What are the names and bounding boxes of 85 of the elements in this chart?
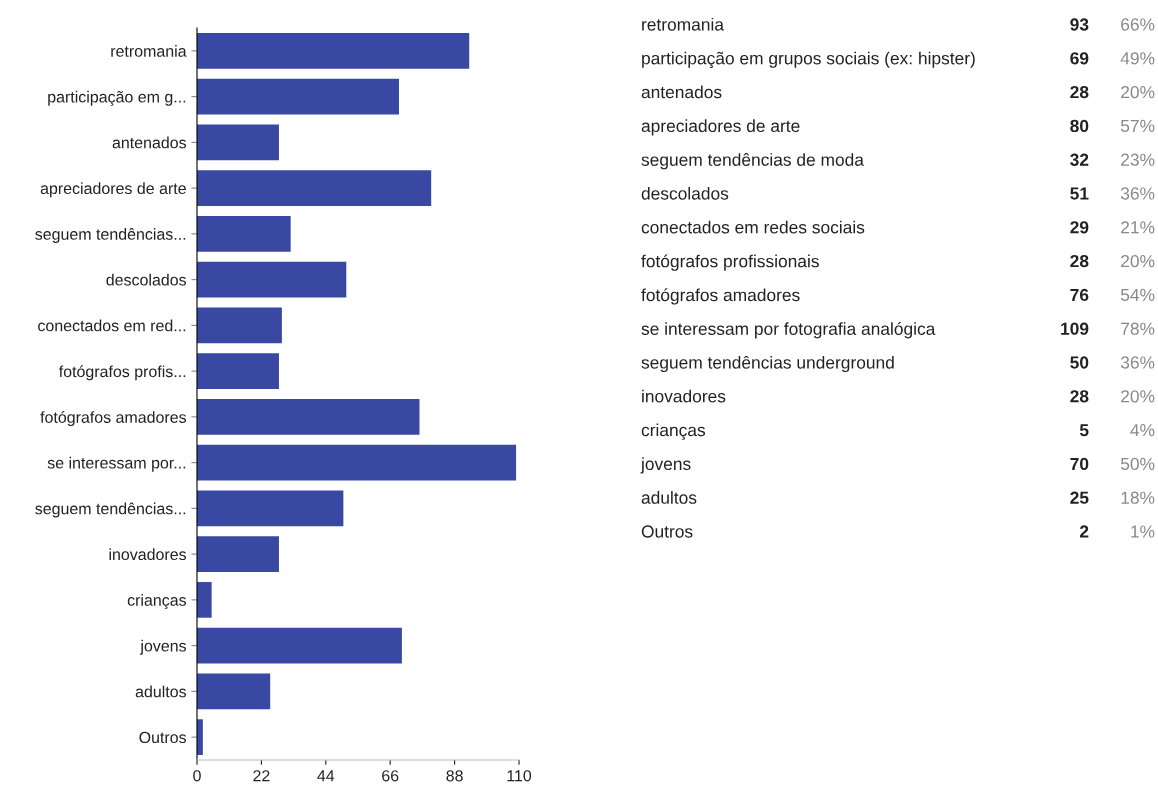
- y-tick-label: crianças: [127, 594, 187, 610]
- data-label: 20%: [1121, 390, 1155, 403]
- y-tick-label: descolados: [106, 273, 187, 286]
- x-tick-label: 110: [507, 770, 532, 782]
- data-label: 51: [1070, 187, 1089, 200]
- data-label: 32: [1070, 153, 1089, 166]
- data-label: 57%: [1120, 119, 1155, 133]
- data-label: 50: [1070, 356, 1089, 369]
- data-label: 28: [1070, 390, 1089, 403]
- data-label: 69: [1070, 52, 1089, 65]
- y-tick-label: retromania: [111, 45, 187, 57]
- category-label: Outros: [641, 525, 693, 538]
- data-label: 50%: [1120, 457, 1155, 471]
- category-label: crianças: [641, 423, 706, 440]
- data-label: 29: [1070, 221, 1089, 234]
- y-tick-label: antenados: [112, 136, 187, 149]
- data-label: 49%: [1120, 52, 1155, 65]
- bar: [197, 124, 279, 161]
- y-tick-label: Outros: [139, 731, 187, 744]
- data-label: 5: [1079, 424, 1089, 437]
- data-label: 28: [1070, 254, 1089, 268]
- data-label: 54%: [1120, 288, 1155, 302]
- bar: [197, 170, 432, 206]
- category-label: fotógrafos amadores: [641, 288, 800, 305]
- bar: [197, 627, 402, 664]
- y-tick-label: participação em g...: [48, 90, 186, 106]
- y-tick-label: seguem tendências...: [35, 502, 186, 518]
- category-label: fotógrafos profissionais: [641, 254, 819, 271]
- bar: [197, 490, 344, 527]
- category-label: conectados em redes sociais: [641, 220, 865, 234]
- y-tick-label: fotógrafos profis...: [58, 365, 186, 381]
- y-tick-label: inovadores: [109, 548, 187, 561]
- bar: [197, 78, 399, 115]
- x-tick-label: 66: [382, 770, 399, 782]
- data-label: 1%: [1131, 525, 1155, 538]
- data-label: 2: [1079, 525, 1089, 538]
- category-label: seguem tendências underground: [641, 355, 894, 373]
- category-label: adultos: [641, 491, 697, 504]
- data-label: 28: [1070, 85, 1089, 99]
- data-label: 20%: [1121, 254, 1155, 268]
- category-label: seguem tendências de moda: [641, 153, 864, 170]
- category-label: inovadores: [642, 389, 726, 403]
- y-tick-label: fotógrafos amadores: [40, 410, 187, 427]
- category-label: antenados: [641, 85, 722, 99]
- y-tick-label: jovens: [140, 639, 187, 655]
- category-label: retromania: [642, 17, 724, 31]
- bar: [197, 444, 517, 481]
- category-label: se interessam por fotografia analógica: [641, 322, 936, 339]
- bar: [197, 536, 279, 572]
- bar: [197, 216, 291, 252]
- data-label: 25: [1070, 491, 1089, 504]
- bar: [197, 33, 470, 69]
- y-tick-label: se interessam por...: [47, 456, 186, 472]
- data-label: 76: [1070, 288, 1089, 302]
- x-tick-label: 0: [193, 770, 201, 782]
- data-label: 18%: [1121, 491, 1155, 504]
- category-label: descolados: [641, 186, 729, 200]
- x-tick-label: 88: [446, 770, 463, 782]
- y-tick-label: seguem tendências...: [35, 228, 186, 243]
- data-label: 109: [1061, 322, 1089, 335]
- data-label: 36%: [1120, 356, 1155, 369]
- data-label: 66%: [1121, 18, 1155, 31]
- y-tick-label: adultos: [135, 685, 187, 698]
- data-label: 4%: [1130, 424, 1155, 437]
- data-label: 36%: [1120, 187, 1155, 200]
- data-label: 23%: [1121, 153, 1155, 166]
- bar: [197, 582, 212, 618]
- bar: [197, 399, 420, 435]
- category-label: participação em grupos sociais (ex: hipster): [642, 51, 975, 68]
- bar: [197, 307, 282, 344]
- y-tick-label: conectados em red...: [38, 319, 186, 332]
- data-label: 70: [1070, 457, 1089, 471]
- data-label: 80: [1070, 119, 1089, 133]
- category-label: apreciadores de arte: [641, 119, 800, 136]
- bar: [197, 261, 347, 298]
- data-label: 93: [1070, 18, 1089, 31]
- y-tick-label: apreciadores de arte: [40, 182, 186, 198]
- x-tick-label: 22: [253, 770, 270, 782]
- category-label: jovens: [640, 457, 691, 474]
- data-label: 21%: [1121, 221, 1155, 234]
- bar: [197, 353, 279, 389]
- data-label: 20%: [1121, 85, 1155, 99]
- bar: [197, 673, 271, 710]
- data-label: 78%: [1121, 322, 1155, 335]
- x-tick-label: 44: [317, 770, 335, 782]
